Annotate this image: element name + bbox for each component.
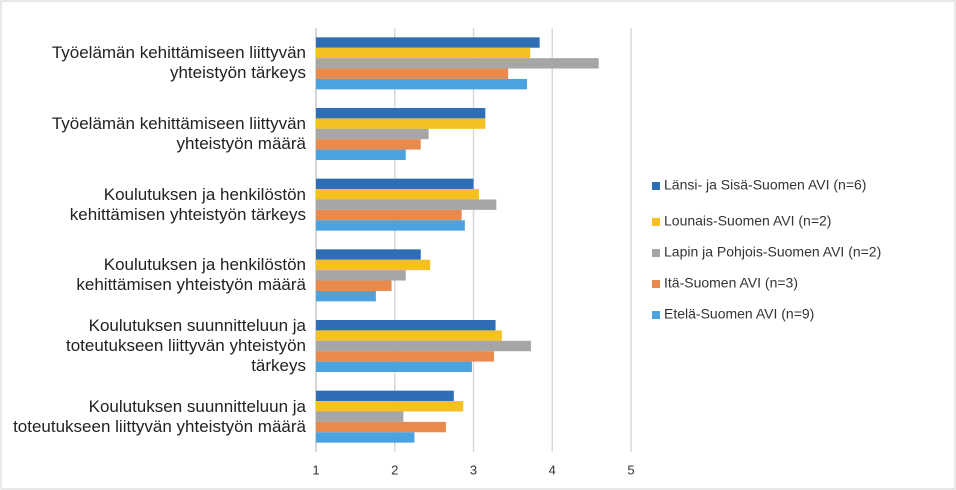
legend-swatch bbox=[652, 182, 660, 190]
x-tick-label: 4 bbox=[549, 462, 556, 477]
bar bbox=[316, 118, 486, 129]
bar bbox=[316, 108, 486, 119]
bar bbox=[316, 78, 528, 90]
y-tick-label: Koulutuksen suunnitteluun ja toteutuksee… bbox=[65, 316, 306, 375]
bar bbox=[316, 178, 474, 190]
x-tick-label: 1 bbox=[312, 462, 319, 477]
legend-swatch bbox=[652, 280, 660, 288]
y-tick-label: Työelämän kehittämiseen liittyvän yhteis… bbox=[51, 43, 306, 83]
bar bbox=[316, 340, 531, 352]
bar bbox=[316, 270, 406, 281]
y-tick-label: Koulutuksen suunnitteluun ja toteutuksee… bbox=[13, 396, 306, 436]
bar bbox=[316, 401, 464, 412]
bar bbox=[316, 47, 531, 59]
bar bbox=[316, 351, 494, 362]
bar bbox=[316, 432, 415, 443]
legend-label: Etelä-Suomen AVI (n=9) bbox=[664, 306, 814, 322]
bar bbox=[316, 128, 429, 140]
x-tick-label: 3 bbox=[470, 462, 477, 477]
bar bbox=[316, 290, 376, 302]
legend-label: Lounais-Suomen AVI (n=2) bbox=[664, 213, 831, 229]
y-tick-label: Koulutuksen ja henkilöstön kehittämisen … bbox=[76, 255, 306, 295]
bar bbox=[316, 149, 406, 160]
bar bbox=[316, 361, 472, 372]
bar bbox=[316, 58, 599, 69]
bar bbox=[316, 37, 540, 48]
bar bbox=[316, 189, 480, 200]
x-tick-label: 5 bbox=[627, 462, 634, 477]
bar bbox=[316, 249, 421, 260]
bar bbox=[316, 330, 502, 341]
legend-label: Lapin ja Pohjois-Suomen AVI (n=2) bbox=[664, 244, 881, 260]
bar bbox=[316, 280, 392, 291]
x-tick-label: 2 bbox=[391, 462, 398, 477]
bar bbox=[316, 390, 454, 402]
legend-swatch bbox=[652, 249, 660, 257]
bar bbox=[316, 220, 465, 231]
bar bbox=[316, 209, 462, 221]
bar bbox=[316, 139, 421, 150]
legend-swatch bbox=[652, 311, 660, 319]
y-tick-label: Koulutuksen ja henkilöstön kehittämisen … bbox=[69, 184, 306, 224]
bar bbox=[316, 68, 509, 79]
legend-label: Itä-Suomen AVI (n=3) bbox=[664, 275, 798, 291]
legend-label: Länsi- ja Sisä-Suomen AVI (n=6) bbox=[664, 177, 866, 193]
legend-swatch bbox=[652, 218, 660, 226]
bar bbox=[316, 411, 404, 422]
bar bbox=[316, 320, 496, 331]
bar bbox=[316, 421, 446, 433]
y-tick-label: Työelämän kehittämiseen liittyvän yhteis… bbox=[51, 114, 306, 153]
bar bbox=[316, 199, 497, 210]
bar bbox=[316, 259, 431, 271]
